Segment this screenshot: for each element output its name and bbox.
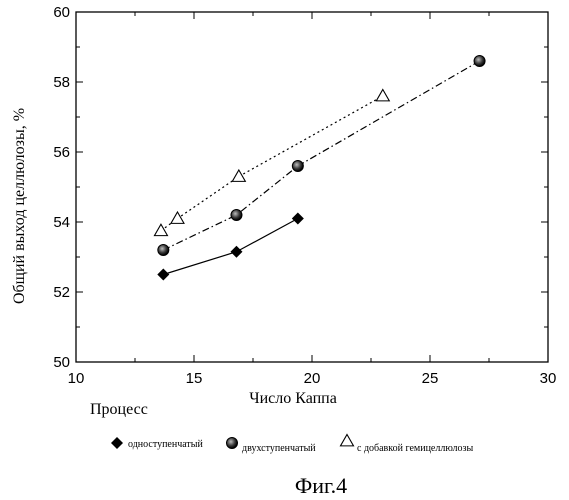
x-axis-label: Число Каппа (249, 390, 337, 407)
legend-label-2: двухступенчатый (242, 443, 316, 454)
x-tick-label: 10 (68, 370, 85, 387)
legend-label-1: одноступенчатый (128, 439, 204, 450)
y-tick-label: 56 (53, 144, 70, 161)
x-tick-label: 25 (422, 370, 439, 387)
y-axis-label: Общий выход целлюлозы, % (11, 108, 28, 304)
y-tick-label: 54 (53, 214, 70, 231)
series-line-1 (163, 219, 298, 275)
y-tick-label: 50 (53, 354, 70, 371)
series-line-2 (163, 61, 479, 250)
x-tick-label: 30 (540, 370, 557, 387)
data-point-series-3 (232, 170, 245, 181)
data-point-series-1 (157, 269, 169, 281)
data-point-series-1 (230, 246, 242, 258)
data-point-series-1 (292, 213, 304, 225)
legend-label-3: с добавкой гемицеллюлозы (357, 443, 473, 454)
y-tick-label: 52 (53, 284, 70, 301)
legend: одноступенчатый двухступенчатый с добавкой… (111, 435, 473, 455)
y-tick-label: 58 (53, 74, 70, 91)
x-tick-label: 15 (186, 370, 203, 387)
legend-marker-1 (111, 437, 123, 449)
data-point-series-2 (231, 210, 242, 221)
series-line-3 (161, 96, 383, 231)
data-point-series-3 (376, 90, 389, 101)
data-point-series-3 (154, 224, 167, 235)
legend-marker-2 (227, 438, 238, 449)
data-point-series-3 (171, 212, 184, 223)
x-tick-label: 20 (304, 370, 321, 387)
series-lines (161, 61, 480, 275)
series-points (154, 56, 485, 281)
figure-caption: Фиг.4 (295, 473, 347, 498)
data-point-series-2 (474, 56, 485, 67)
legend-marker-3 (341, 435, 354, 446)
y-tick-label: 60 (53, 4, 70, 21)
process-annotation: Процесс (90, 401, 148, 418)
data-point-series-2 (292, 161, 303, 172)
data-point-series-2 (158, 245, 169, 256)
